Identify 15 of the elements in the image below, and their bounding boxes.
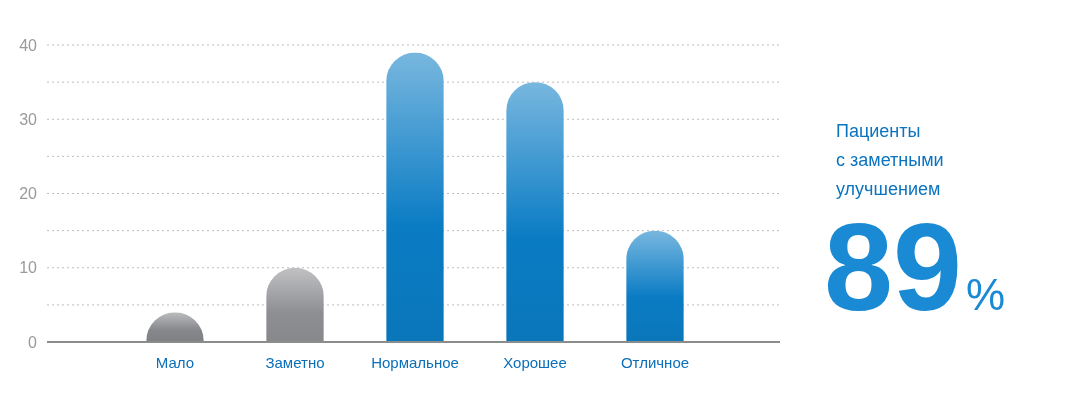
bar: [626, 230, 684, 342]
y-tick-label: 0: [28, 333, 38, 351]
bar: [386, 52, 444, 342]
x-tick-label: Заметно: [265, 354, 325, 371]
y-tick-label: 40: [19, 36, 38, 54]
x-tick-label: Нормальное: [371, 354, 459, 371]
text: Пациенты с заметными улучшением: [836, 121, 944, 199]
x-tick-label: Отличное: [620, 354, 690, 371]
y-tick-label: 30: [19, 110, 38, 128]
y-tick-label: 20: [19, 185, 38, 203]
text: 89%: [824, 198, 1006, 336]
x-tick-label: Хорошее: [503, 354, 567, 371]
x-tick-label: Мало: [155, 354, 195, 371]
y-tick-label: 10: [19, 259, 38, 277]
bar: [506, 82, 564, 342]
